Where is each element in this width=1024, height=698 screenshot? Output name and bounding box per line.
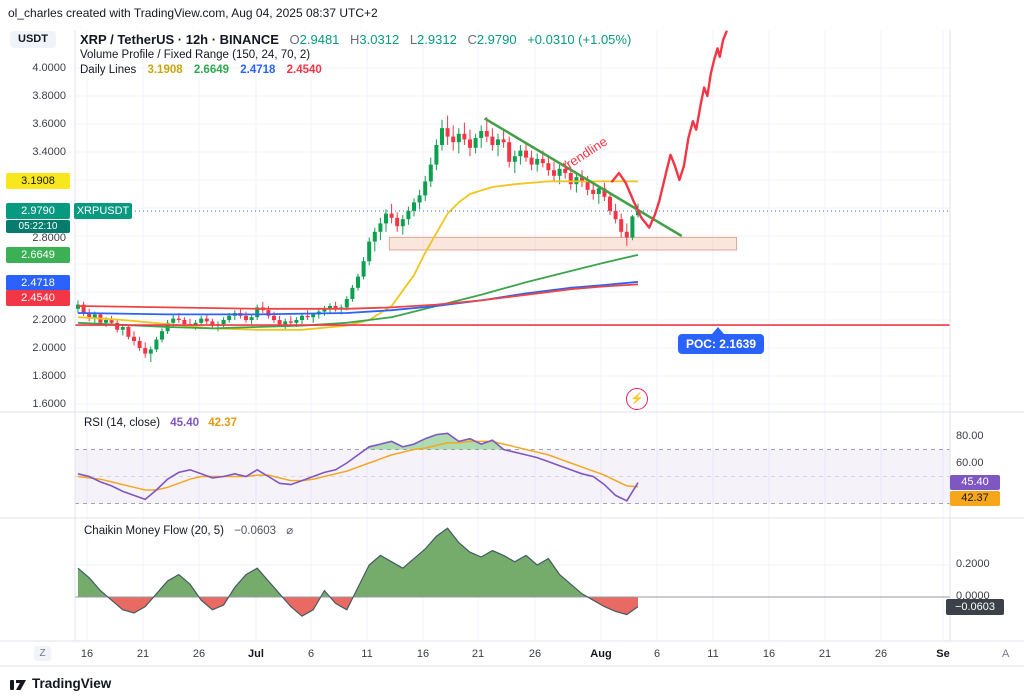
volume-profile-legend[interactable]: Volume Profile / Fixed Range (150, 24, 7… xyxy=(80,49,311,61)
cmf-title: Chaikin Money Flow (20, 5) xyxy=(84,525,224,537)
time-axis-label: 11 xyxy=(361,648,373,660)
lightning-icon[interactable]: ⚡ xyxy=(626,388,648,410)
rsi-ma-badge: 42.37 xyxy=(950,491,1000,506)
price-tick: 3.4000 xyxy=(32,146,66,158)
price-badge-green: 2.6649 xyxy=(6,247,70,263)
cmf-hide-icon[interactable]: ⌀ xyxy=(286,525,294,537)
ohlc-close-key: C xyxy=(467,32,477,47)
price-tick: 2.8000 xyxy=(32,232,66,244)
price-badge-current: 2.9790 xyxy=(6,203,70,219)
time-axis-label-jul: Jul xyxy=(248,648,264,660)
price-badge-red: 2.4540 xyxy=(6,290,70,306)
tradingview-logo xyxy=(10,677,30,698)
price-badge-blue: 2.4718 xyxy=(6,275,70,291)
timezone-button[interactable]: Z xyxy=(34,646,51,661)
ohlc-open-value: 2.9481 xyxy=(299,32,340,47)
time-axis-label-aug: Aug xyxy=(590,648,612,660)
daily-line-value-red: 2.4540 xyxy=(286,64,322,76)
ohlc-low-value: 2.9312 xyxy=(417,32,457,47)
price-change: +0.0310 (+1.05%) xyxy=(527,32,632,47)
time-axis-label: 21 xyxy=(818,648,832,660)
symbol-title[interactable]: XRP / TetherUS · 12h · BINANCE xyxy=(80,32,279,47)
price-tick: 2.2000 xyxy=(32,314,66,326)
ohlc-low-key: L xyxy=(409,32,418,47)
price-tick: 1.6000 xyxy=(32,398,66,410)
time-axis-label: 26 xyxy=(528,648,542,660)
rsi-value: 45.40 xyxy=(170,417,200,429)
time-axis-label: 16 xyxy=(80,648,94,660)
price-tick: 4.0000 xyxy=(32,62,66,74)
rsi-ma-value: 42.37 xyxy=(208,417,238,429)
time-axis-label: 21 xyxy=(136,648,150,660)
ohlc-high-key: H xyxy=(350,32,360,47)
daily-lines-label: Daily Lines xyxy=(80,64,137,76)
poc-pointer xyxy=(712,327,724,334)
price-badge-yellow: 3.1908 xyxy=(6,173,70,189)
daily-line-value-blue: 2.4718 xyxy=(240,64,276,76)
daily-lines-legend[interactable]: Daily Lines 3.1908 2.6649 2.4718 2.4540 xyxy=(80,64,322,76)
time-axis-label: 26 xyxy=(874,648,888,660)
attribution-text: ol_charles created with TradingView.com,… xyxy=(8,6,378,20)
poc-label[interactable]: POC: 2.1639 xyxy=(678,334,764,354)
rsi-title: RSI (14, close) xyxy=(84,417,161,429)
time-axis-label-sep: Se xyxy=(936,648,950,660)
candle-countdown: 05:22:10 xyxy=(6,220,70,233)
cmf-axis-02: 0.2000 xyxy=(956,558,990,570)
time-axis-label: 11 xyxy=(707,648,719,660)
time-axis-label: 21 xyxy=(471,648,485,660)
cmf-legend-row[interactable]: Chaikin Money Flow (20, 5) −0.0603 ⌀ xyxy=(84,523,293,537)
cmf-value: −0.0603 xyxy=(234,525,277,537)
time-axis-label: 16 xyxy=(762,648,776,660)
symbol-legend-row[interactable]: XRP / TetherUS · 12h · BINANCE O2.9481 H… xyxy=(80,32,631,47)
ohlc-open-key: O xyxy=(289,32,300,47)
tradingview-brand-text[interactable]: TradingView xyxy=(32,676,112,691)
time-axis-label: 26 xyxy=(192,648,206,660)
time-axis-label: 16 xyxy=(416,648,430,660)
rsi-badge: 45.40 xyxy=(950,475,1000,490)
time-axis-label: 6 xyxy=(307,648,315,660)
rsi-axis-60: 60.00 xyxy=(956,457,984,469)
price-tick: 2.0000 xyxy=(32,342,66,354)
ohlc-close-value: 2.9790 xyxy=(476,32,517,47)
daily-line-value-green: 2.6649 xyxy=(193,64,230,76)
price-tick: 3.6000 xyxy=(32,118,66,130)
currency-usdt-button[interactable]: USDT xyxy=(10,31,56,48)
cmf-badge: −0.0603 xyxy=(946,599,1004,615)
ohlc-high-value: 3.0312 xyxy=(359,32,400,47)
price-badge-symbol: XRPUSDT xyxy=(74,203,132,219)
rsi-legend-row[interactable]: RSI (14, close) 45.40 42.37 xyxy=(84,417,237,429)
price-tick: 3.8000 xyxy=(32,90,66,102)
time-axis-label: 6 xyxy=(653,648,661,660)
daily-line-value-yellow: 3.1908 xyxy=(147,64,183,76)
auto-scale-button[interactable]: A xyxy=(1002,648,1010,660)
rsi-axis-80: 80.00 xyxy=(956,430,984,442)
price-tick: 1.8000 xyxy=(32,370,66,382)
